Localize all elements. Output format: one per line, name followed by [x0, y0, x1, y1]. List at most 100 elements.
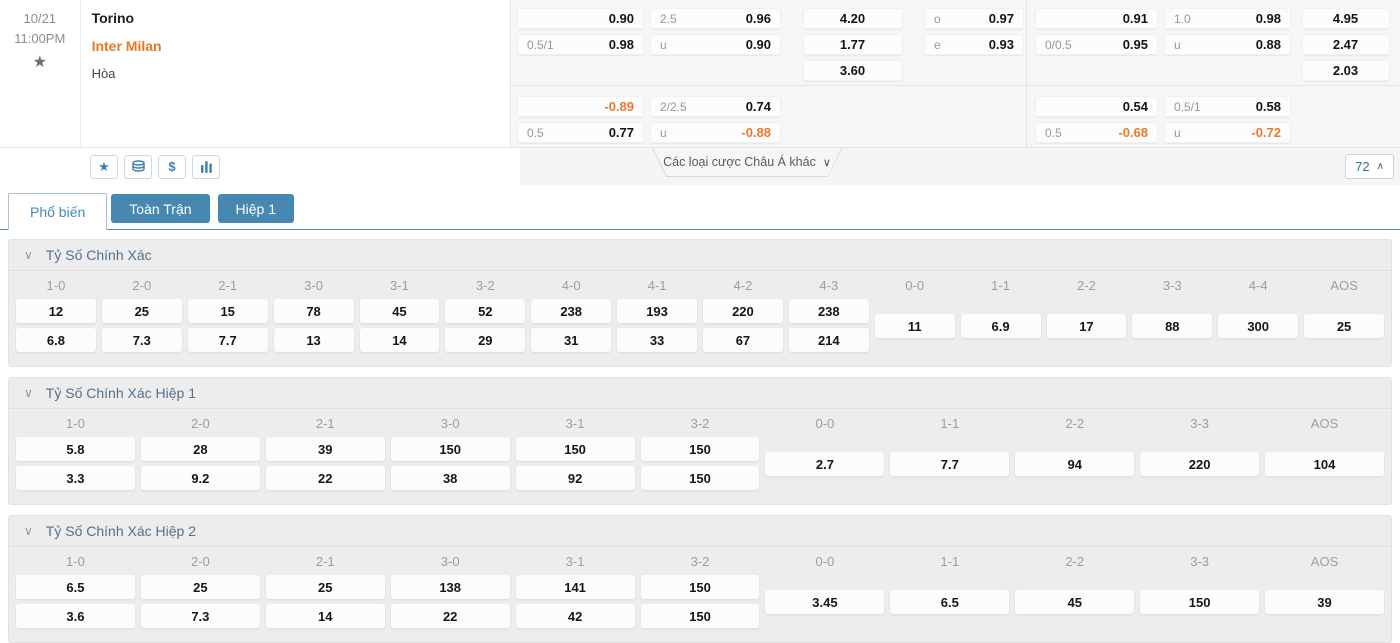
odds-cell[interactable]: 0.5/1 0.98: [517, 34, 644, 55]
odds-cell[interactable]: 39: [265, 437, 385, 461]
tab-full-match[interactable]: Toàn Trận: [111, 194, 210, 223]
odds-cell[interactable]: 0.90: [517, 8, 644, 29]
odds-cell[interactable]: 238: [788, 299, 869, 323]
odds-cell[interactable]: 42: [515, 604, 635, 628]
market-count-collapse-button[interactable]: 72 ∧: [1345, 154, 1394, 179]
odds-cell[interactable]: 92: [515, 466, 635, 490]
odds-cell[interactable]: 7.3: [101, 328, 182, 352]
odds-cell[interactable]: 25: [140, 575, 260, 599]
odds-cell[interactable]: 1.77: [802, 34, 903, 55]
odds-cell[interactable]: 12: [16, 299, 96, 323]
odds-cell[interactable]: 39: [1265, 590, 1384, 614]
odds-cell[interactable]: 7.7: [890, 452, 1010, 476]
odds-cell[interactable]: 17: [1046, 314, 1127, 338]
odds-cell[interactable]: 4.20: [802, 8, 903, 29]
odds-cell[interactable]: 88: [1132, 314, 1213, 338]
odds-cell[interactable]: 6.8: [16, 328, 96, 352]
favorite-star-icon[interactable]: ★: [90, 154, 118, 179]
odds-cell[interactable]: 220: [1140, 452, 1260, 476]
odds-cell[interactable]: 300: [1218, 314, 1299, 338]
odds-cell[interactable]: 138: [390, 575, 510, 599]
odds-cell[interactable]: 2.7: [765, 452, 885, 476]
odds-cell[interactable]: 2.5 0.96: [650, 8, 781, 29]
odds-cell[interactable]: 15: [187, 299, 268, 323]
odds-cell[interactable]: 141: [515, 575, 635, 599]
odds-cell[interactable]: 7.7: [187, 328, 268, 352]
odds-cell[interactable]: 3.6: [16, 604, 135, 628]
dollar-icon[interactable]: $: [158, 154, 186, 179]
odds-cell[interactable]: u -0.72: [1164, 122, 1291, 143]
odds-cell[interactable]: 3.3: [16, 466, 135, 490]
odds-cell[interactable]: 94: [1015, 452, 1135, 476]
odds-cell[interactable]: 31: [531, 328, 612, 352]
odds-cell[interactable]: 193: [617, 299, 697, 323]
odds-cell[interactable]: 2/2.5 0.74: [650, 96, 781, 117]
odds-cell[interactable]: 67: [703, 328, 783, 352]
odds-cell[interactable]: u -0.88: [650, 122, 781, 143]
odds-cell[interactable]: o 0.97: [924, 8, 1024, 29]
odds-cell[interactable]: 33: [617, 328, 697, 352]
odds-cell[interactable]: 0.54: [1035, 96, 1158, 117]
odds-cell[interactable]: 150: [640, 466, 760, 490]
odds-cell[interactable]: 214: [788, 328, 869, 352]
odds-cell[interactable]: 3.60: [802, 60, 903, 81]
odds-cell[interactable]: u 0.88: [1164, 34, 1291, 55]
tab-popular[interactable]: Phổ biến: [8, 193, 108, 230]
odds-cell[interactable]: 0.5 0.77: [517, 122, 644, 143]
more-asian-bets-dropdown[interactable]: Các loại cược Châu Á khác ∨: [652, 148, 842, 177]
odds-cell[interactable]: 0/0.5 0.95: [1035, 34, 1158, 55]
odds-cell[interactable]: 150: [390, 437, 510, 461]
odds-cell[interactable]: 11: [874, 314, 955, 338]
odds-cell[interactable]: 25: [101, 299, 182, 323]
odds-cell[interactable]: 25: [265, 575, 385, 599]
odds-cell[interactable]: 1.0 0.98: [1164, 8, 1291, 29]
odds-cell[interactable]: -0.89: [517, 96, 644, 117]
odds-cell[interactable]: u 0.90: [650, 34, 781, 55]
odds-cell[interactable]: 38: [390, 466, 510, 490]
odds-cell[interactable]: 7.3: [140, 604, 260, 628]
odds-cell[interactable]: 22: [265, 466, 385, 490]
bar-chart-icon[interactable]: [192, 154, 220, 179]
section-toggle[interactable]: ∨ Tỷ Số Chính Xác Hiệp 2: [9, 516, 1391, 547]
odds-cell[interactable]: 4.95: [1301, 8, 1390, 29]
odds-cell[interactable]: 5.8: [16, 437, 135, 461]
odds-cell[interactable]: 13: [273, 328, 354, 352]
odds-cell[interactable]: 2.03: [1301, 60, 1390, 81]
odds-cell[interactable]: 6.5: [16, 575, 135, 599]
tab-first-half[interactable]: Hiệp 1: [217, 194, 295, 223]
odds-cell[interactable]: 28: [140, 437, 260, 461]
odds-cell[interactable]: 78: [273, 299, 354, 323]
odds-cell[interactable]: 0.5 -0.68: [1035, 122, 1158, 143]
draw-column: 1-1 7.7: [890, 409, 1010, 495]
odds-cell[interactable]: 150: [640, 437, 760, 461]
section-toggle[interactable]: ∨ Tỷ Số Chính Xác: [9, 240, 1391, 271]
odds-cell[interactable]: 2.47: [1301, 34, 1390, 55]
odds-cell[interactable]: 25: [1304, 314, 1384, 338]
odds-cell[interactable]: 238: [531, 299, 612, 323]
odds-cell[interactable]: 150: [640, 604, 760, 628]
score-label: 3-3: [1162, 278, 1182, 293]
odds-cell[interactable]: 150: [515, 437, 635, 461]
section-toggle[interactable]: ∨ Tỷ Số Chính Xác Hiệp 1: [9, 378, 1391, 409]
odds-cell[interactable]: 14: [265, 604, 385, 628]
odds-cell[interactable]: 150: [1140, 590, 1260, 614]
odds-cell[interactable]: 45: [1015, 590, 1135, 614]
odds-cell[interactable]: 220: [703, 299, 783, 323]
odds-cell[interactable]: 22: [390, 604, 510, 628]
bet-slip-stack-icon[interactable]: [124, 154, 152, 179]
odds-cell[interactable]: e 0.93: [924, 34, 1024, 55]
odds-cell[interactable]: 3.45: [765, 590, 885, 614]
favorite-star-icon[interactable]: ★: [32, 54, 47, 71]
odds-cell[interactable]: 52: [445, 299, 526, 323]
score-label: 0-0: [815, 554, 835, 569]
odds-cell[interactable]: 14: [359, 328, 440, 352]
odds-cell[interactable]: 45: [359, 299, 440, 323]
odds-cell[interactable]: 0.91: [1035, 8, 1158, 29]
odds-cell[interactable]: 150: [640, 575, 760, 599]
odds-cell[interactable]: 0.5/1 0.58: [1164, 96, 1291, 117]
odds-cell[interactable]: 9.2: [140, 466, 260, 490]
odds-cell[interactable]: 6.9: [960, 314, 1041, 338]
odds-cell[interactable]: 6.5: [890, 590, 1010, 614]
odds-cell[interactable]: 104: [1265, 452, 1384, 476]
odds-cell[interactable]: 29: [445, 328, 526, 352]
